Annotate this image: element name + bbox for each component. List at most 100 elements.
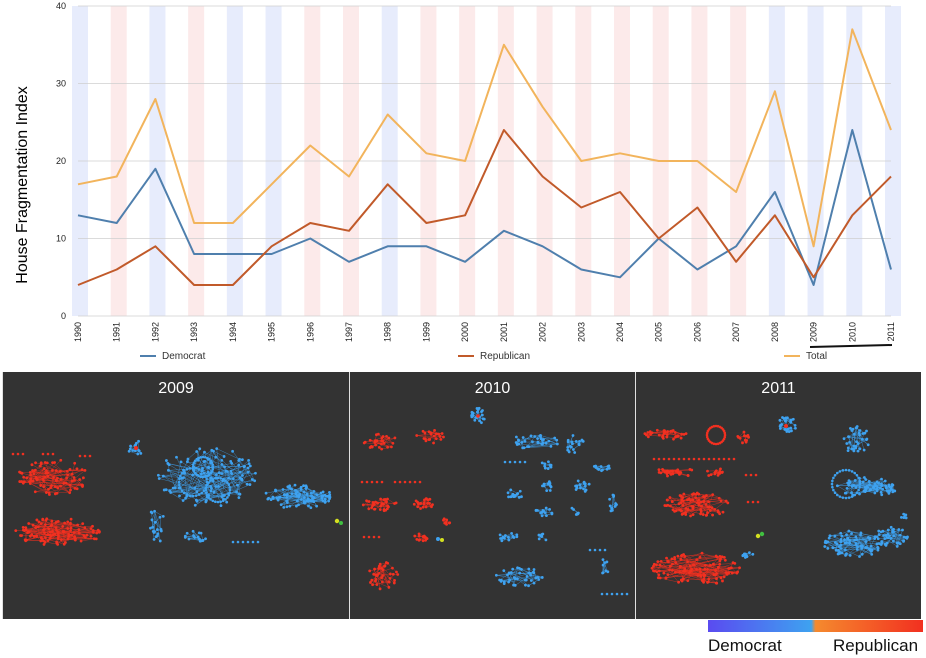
y-tick-labels: 0 10 20 30 40 xyxy=(56,1,66,321)
panel-title-2010: 2010 xyxy=(474,380,511,397)
y-tick-label: 0 xyxy=(61,311,66,321)
x-tick-label: 2003 xyxy=(576,322,586,342)
node-chain xyxy=(78,454,92,458)
x-tick-labels: 1990 1991 1992 1993 1994 1995 1996 1997 1998 1999… xyxy=(73,322,896,342)
x-tick-label: 2006 xyxy=(692,322,702,342)
node-cluster xyxy=(657,467,694,478)
node-chain xyxy=(588,548,607,552)
y-tick-label: 20 xyxy=(56,156,66,166)
node-cluster xyxy=(540,460,553,471)
x-tick-label: 2011 xyxy=(886,322,896,341)
node-cluster xyxy=(534,506,554,518)
node-cluster xyxy=(650,551,741,585)
node-cluster xyxy=(541,480,553,493)
node-cluster xyxy=(884,483,897,495)
x-tick-label: 1994 xyxy=(228,322,238,342)
node-cluster xyxy=(149,509,165,543)
node-cluster xyxy=(412,497,434,510)
y-tick-label: 40 xyxy=(56,1,66,11)
panel-title-2009: 2009 xyxy=(158,380,194,397)
node-chain xyxy=(11,452,25,456)
x-tick-label: 1995 xyxy=(267,322,277,342)
node-chain xyxy=(744,473,758,477)
y-axis-label: House Fragmentation Index xyxy=(14,86,31,283)
node-cluster xyxy=(741,551,755,559)
node-cluster xyxy=(494,566,544,588)
x-tick-label: 1998 xyxy=(383,322,393,342)
network-graph-2011 xyxy=(643,416,909,585)
node-cluster xyxy=(442,517,452,526)
node-cluster xyxy=(601,558,610,575)
x-tick-label: 2007 xyxy=(731,322,741,342)
node-cluster xyxy=(506,488,523,499)
node-cluster xyxy=(14,517,101,546)
network-graph-2010 xyxy=(360,406,629,596)
node-cluster xyxy=(368,561,400,591)
legend-label: Republican xyxy=(480,351,530,362)
node-ring xyxy=(705,424,727,446)
node-chain xyxy=(746,500,760,504)
network-graph-2009 xyxy=(11,439,343,546)
node-chain xyxy=(652,457,736,461)
node-chain xyxy=(41,452,55,456)
node-cluster xyxy=(566,434,585,454)
underline-mark xyxy=(809,344,893,348)
x-tick-label: 1999 xyxy=(421,322,431,342)
node-cluster xyxy=(592,464,611,473)
node-chain xyxy=(360,480,384,484)
network-panel-2010: 2010 xyxy=(349,372,635,619)
node-cluster xyxy=(470,406,486,425)
gridlines xyxy=(78,5,891,317)
node-cluster xyxy=(514,434,559,450)
panel-title-2011: 2011 xyxy=(761,380,796,397)
legend: Democrat Republican Total xyxy=(140,351,827,362)
line-chart: 1990 1991 1992 1993 1994 1995 1996 1997 1998 1999… xyxy=(14,1,901,362)
x-tick-label: 2008 xyxy=(770,322,780,342)
x-tick-label: 1992 xyxy=(150,322,160,342)
legend-label: Total xyxy=(806,351,827,362)
x-tick-label: 1997 xyxy=(344,322,354,342)
series-line-total xyxy=(77,28,892,248)
node-cluster xyxy=(876,525,909,548)
x-tick-label: 1991 xyxy=(112,322,122,342)
x-tick-label: 1996 xyxy=(305,322,315,342)
scale-label-democrat: Democrat xyxy=(708,636,782,655)
network-panel-2009: 2009 xyxy=(2,372,349,619)
x-tick-label: 2000 xyxy=(460,322,470,342)
x-tick-label: 2005 xyxy=(654,322,664,342)
x-tick-label: 2010 xyxy=(847,322,857,342)
series-line-republican xyxy=(77,129,892,286)
node-chain xyxy=(231,540,260,544)
node-cluster xyxy=(835,476,894,497)
node-cluster xyxy=(842,425,870,453)
node-cluster xyxy=(706,467,724,477)
node-ring xyxy=(204,476,232,504)
y-tick-label: 30 xyxy=(56,79,66,89)
x-tick-label: 2002 xyxy=(538,322,548,342)
node-cluster xyxy=(900,512,908,520)
x-tick-label: 1993 xyxy=(189,322,199,342)
node-cluster xyxy=(413,532,429,543)
node-cluster xyxy=(570,506,580,516)
node-ring xyxy=(191,455,215,479)
node-cluster xyxy=(264,483,332,510)
y-tick-label: 10 xyxy=(56,234,66,244)
node-cluster xyxy=(823,529,884,558)
series-lines xyxy=(77,28,892,286)
node-cluster xyxy=(183,529,207,543)
node-cluster xyxy=(608,493,618,513)
network-panel-2011: 2011 xyxy=(635,372,921,619)
node-cluster xyxy=(415,429,445,445)
node-ring xyxy=(830,468,862,500)
scale-label-republican: Republican xyxy=(833,636,919,655)
node-chain xyxy=(362,535,381,539)
x-tick-label: 2009 xyxy=(809,322,819,342)
node-cluster xyxy=(498,532,519,543)
node-cluster xyxy=(663,491,730,518)
node-cluster xyxy=(18,458,87,496)
x-tick-label: 2004 xyxy=(615,322,625,342)
node-cluster xyxy=(736,430,751,445)
node-chain xyxy=(393,480,422,484)
node-cluster xyxy=(361,497,398,513)
x-tick-label: 2001 xyxy=(499,322,509,342)
